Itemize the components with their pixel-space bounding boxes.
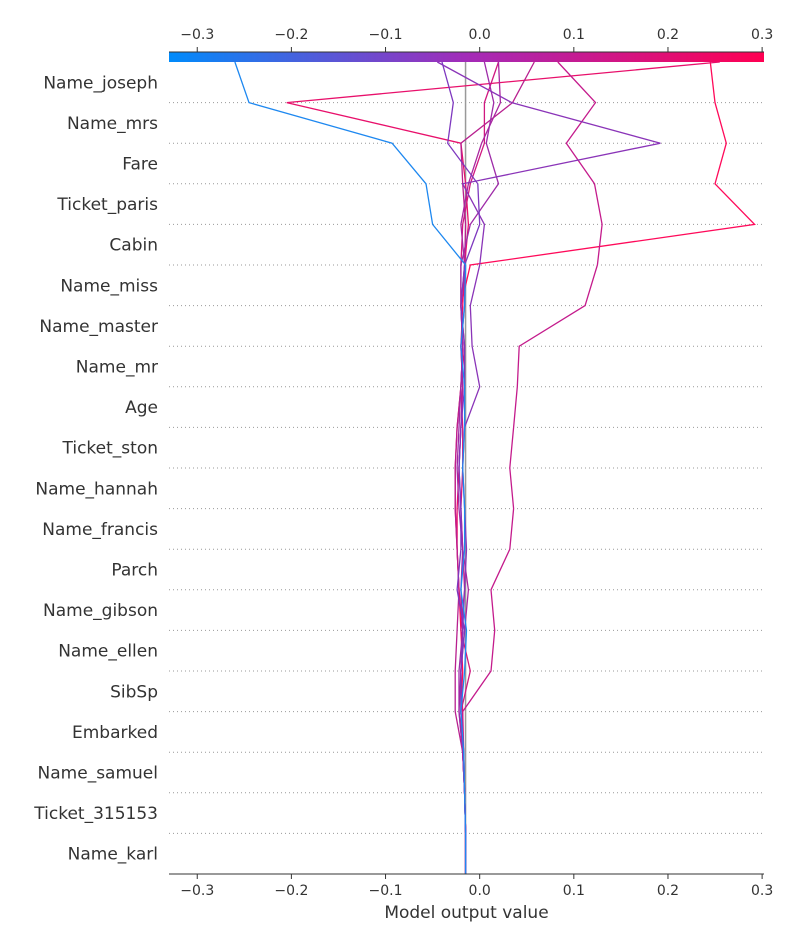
- feature-label: Name_mr: [76, 358, 158, 378]
- x-axis-label: Model output value: [384, 903, 548, 923]
- feature-label: Ticket_315153: [33, 804, 158, 824]
- feature-label: Age: [125, 398, 158, 418]
- feature-label: Cabin: [109, 236, 158, 256]
- decision-path-line: [441, 61, 481, 874]
- feature-label: Parch: [111, 561, 158, 581]
- feature-gridlines: [169, 102, 764, 834]
- tick-label: −0.1: [369, 27, 403, 43]
- tick-label: 0.2: [657, 883, 679, 899]
- feature-label: Name_karl: [68, 845, 158, 865]
- feature-label: Name_master: [39, 317, 158, 337]
- tick-label: −0.3: [180, 883, 214, 899]
- decision-paths: [234, 61, 756, 874]
- decision-path-line: [454, 61, 535, 874]
- feature-label: Name_hannah: [35, 479, 158, 499]
- top-x-axis: −0.3 −0.2 −0.1 0.0 0.1 0.2 0.3: [169, 27, 773, 53]
- color-bar: [169, 52, 764, 62]
- feature-label: Name_francis: [42, 520, 158, 540]
- feature-label: Embarked: [72, 723, 158, 743]
- feature-label: Name_mrs: [67, 114, 158, 134]
- tick-label: 0.1: [563, 883, 585, 899]
- tick-label: −0.1: [369, 883, 403, 899]
- tick-label: −0.3: [180, 27, 214, 43]
- decision-path-line: [456, 61, 500, 874]
- decision-path-line: [460, 61, 500, 874]
- decision-path-line: [286, 61, 720, 874]
- feature-labels: Name_karl Ticket_315153 Name_samuel Embarke…: [33, 73, 158, 864]
- tick-label: 0.3: [751, 27, 773, 43]
- tick-label: 0.2: [657, 27, 679, 43]
- tick-label: 0.0: [469, 27, 491, 43]
- feature-label: Name_miss: [60, 276, 158, 296]
- feature-label: Name_samuel: [38, 764, 158, 784]
- bottom-x-axis: −0.3 −0.2 −0.1 0.0 0.1 0.2 0.3: [169, 873, 773, 899]
- decision-path-line: [234, 61, 468, 874]
- tick-label: 0.1: [563, 27, 585, 43]
- feature-label: SibSp: [110, 682, 158, 702]
- tick-label: −0.2: [274, 27, 308, 43]
- feature-label: Fare: [122, 155, 158, 175]
- tick-label: 0.3: [751, 883, 773, 899]
- feature-label: Name_gibson: [43, 601, 158, 621]
- feature-label: Ticket_paris: [56, 195, 158, 215]
- tick-label: −0.2: [274, 883, 308, 899]
- tick-label: 0.0: [469, 883, 491, 899]
- feature-label: Name_joseph: [43, 73, 158, 93]
- feature-label: Name_ellen: [58, 642, 158, 662]
- feature-label: Ticket_ston: [62, 439, 159, 459]
